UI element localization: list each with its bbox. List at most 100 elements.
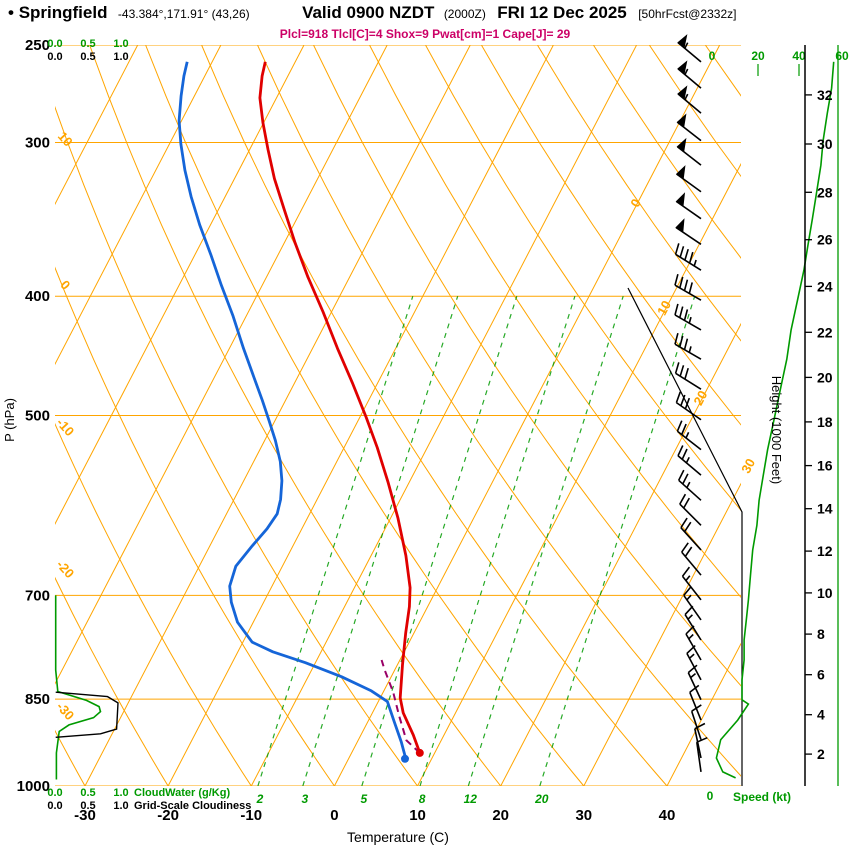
mixing-ratio-line [257, 296, 414, 786]
wind-barb [675, 165, 702, 193]
mixing-ratio-label: 2 [256, 792, 264, 806]
surface-temperature-dot [415, 748, 424, 757]
speed-scale-label: 20 [751, 49, 765, 63]
isotherm-line [55, 45, 305, 525]
isotherm-line [55, 45, 139, 206]
mixing-ratio-label: 8 [419, 792, 426, 806]
dry-adiabat-line [480, 45, 741, 426]
speed-scale-label: 60 [835, 49, 849, 63]
height-tick-label: 12 [817, 543, 833, 559]
cloudiness-scale-top: 0.0 [47, 51, 62, 63]
height-tick-label: 4 [817, 707, 825, 723]
dry-adiabat-label: -10 [53, 415, 77, 439]
isotherm-line [333, 45, 721, 786]
wind-barb [674, 273, 702, 301]
wind-barb [674, 303, 702, 331]
dry-adiabat-line [536, 45, 741, 342]
wind-barb [675, 391, 702, 421]
cloudwater-scale-top: 1.0 [113, 38, 128, 50]
dry-adiabat-label: -20 [53, 557, 77, 581]
wind-barb [689, 684, 702, 721]
station-bullet: • [8, 3, 14, 22]
mixing-ratio-line [467, 296, 624, 786]
wind-barb [676, 420, 702, 451]
speed-axis-title: Speed (kt) [733, 790, 791, 804]
dry-adiabat-label: 10 [55, 129, 76, 150]
temperature-tick-label: 40 [659, 807, 676, 824]
wind-barb [696, 736, 708, 773]
mixing-ratio-label: 3 [301, 792, 308, 806]
height-axis-title: Height (1000 Feet) [769, 376, 784, 484]
wind-barb [677, 34, 702, 63]
isotherm-line [55, 45, 222, 366]
dewpoint-curve [177, 61, 407, 757]
temperature-tick-label: 10 [409, 807, 426, 824]
wind-barb [690, 704, 702, 740]
temperature-tick-label: -20 [157, 807, 179, 824]
cloudiness-scale-bottom: 0.5 [80, 800, 95, 812]
wind-barb [681, 566, 702, 601]
mixing-ratio-line [302, 296, 459, 786]
height-tick-label: 26 [817, 232, 833, 248]
isotherm-label: 20 [690, 388, 710, 408]
height-tick-label: 8 [817, 626, 825, 642]
cloudwater-scale-bottom: 0.5 [80, 787, 95, 799]
wind-barb [679, 493, 702, 526]
wind-barb [677, 469, 702, 501]
wind-barb [675, 192, 702, 220]
station-name: • Springfield [8, 3, 108, 22]
dry-adiabat-line [201, 45, 668, 786]
cloudiness-axis-title: Grid-Scale Cloudiness [134, 800, 251, 812]
mixing-ratio-label: 5 [360, 792, 367, 806]
wind-barb [674, 243, 702, 271]
cloudiness-profile [55, 691, 119, 738]
forecast-info: [50hrFcst@2332z] [638, 7, 737, 21]
dry-adiabat-label: -30 [53, 699, 77, 723]
wind-barb [674, 362, 702, 390]
mixing-ratio-line [539, 296, 696, 786]
cloudiness-scale-top: 1.0 [113, 51, 128, 63]
parcel-ascent-curve [380, 659, 421, 754]
temperature-tick-label: 20 [492, 807, 509, 824]
isotherm-line [583, 482, 741, 786]
wind-barb [677, 60, 702, 89]
wind-barb [676, 137, 702, 166]
isotherm-line [750, 45, 850, 786]
temperature-tick-label: -10 [240, 807, 262, 824]
height-tick-label: 18 [817, 414, 833, 430]
dry-adiabat-line [145, 45, 585, 786]
pressure-axis-title: P (hPa) [2, 398, 17, 442]
pressure-tick-label: 850 [25, 691, 50, 708]
pressure-tick-label: 400 [25, 288, 50, 305]
sounding-indices: Plcl=918 Tlcl[C]=4 Shox=9 Pwat[cm]=1 Cap… [279, 27, 571, 41]
dry-adiabat-line [369, 45, 741, 599]
wind-barb [680, 517, 702, 551]
cloudiness-scale-bottom: 0.0 [47, 800, 62, 812]
pressure-tick-label: 500 [25, 408, 50, 425]
height-tick-label: 16 [817, 458, 833, 474]
speed-scale-label: 40 [792, 49, 806, 63]
cloudwater-scale-top: 0.5 [80, 38, 95, 50]
cloudwater-scale-bottom: 1.0 [113, 787, 128, 799]
height-tick-label: 6 [817, 667, 825, 683]
height-tick-label: 24 [817, 278, 833, 294]
height-tick-label: 22 [817, 324, 833, 340]
dry-adiabat-line [55, 576, 169, 786]
pressure-tick-label: 250 [25, 37, 50, 54]
temperature-tick-label: 0 [330, 807, 338, 824]
dry-adiabat-line [55, 266, 335, 786]
speed-zero-label: 0 [707, 789, 714, 803]
dry-adiabat-line [257, 45, 741, 777]
pressure-tick-label: 1000 [17, 778, 50, 795]
frame-line [627, 287, 743, 786]
cloudwater-scale-bottom: 0.0 [47, 787, 62, 799]
wind-barb-column [674, 34, 708, 773]
height-tick-label: 10 [817, 585, 833, 601]
cloudwater-scale-top: 0.0 [47, 38, 62, 50]
wind-speed-profile [715, 61, 835, 779]
isotherm-line [250, 45, 638, 786]
wind-barb [677, 445, 702, 476]
background-grid [55, 45, 850, 786]
